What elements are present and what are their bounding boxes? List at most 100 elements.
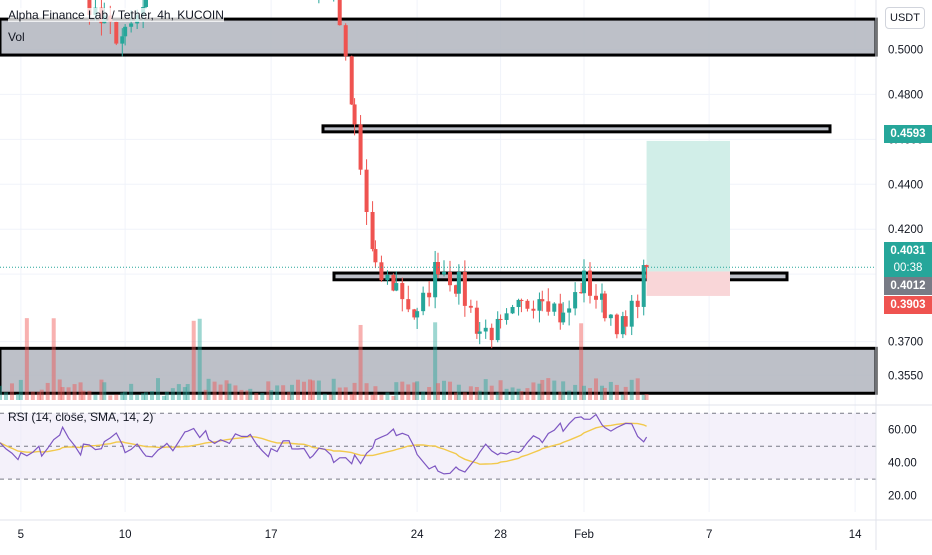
- candle-body-120: [623, 316, 628, 327]
- volume-bar-27: [141, 393, 146, 400]
- volume-bar-61: [316, 380, 321, 400]
- candle-body-96: [498, 318, 503, 320]
- volume-bar-112: [582, 385, 586, 400]
- candle-body-83: [433, 262, 438, 298]
- time-tick-label-0: 5: [18, 529, 24, 541]
- volume-bar-73: [379, 394, 384, 400]
- target-price-badge: 0.4593: [884, 125, 932, 143]
- candle-body-103: [537, 299, 542, 311]
- volume-bar-55: [287, 391, 292, 400]
- candle-body-91: [474, 307, 479, 334]
- candle-body-89: [462, 272, 467, 306]
- entry-price-badge: 0.4012: [884, 277, 932, 295]
- volume-bar-96: [498, 380, 503, 400]
- volume-bar-104: [540, 379, 545, 400]
- volume-bar-80: [415, 381, 420, 400]
- volume-bar-6: [30, 391, 35, 400]
- candle-body-104: [540, 299, 545, 302]
- volume-bar-66: [343, 387, 348, 400]
- volume-bar-16: [81, 390, 86, 400]
- volume-bar-105: [546, 378, 551, 400]
- volume-bar-37: [191, 320, 196, 400]
- volume-bar-95: [495, 392, 500, 400]
- volume-bar-22: [114, 394, 119, 400]
- candle-body-97: [504, 313, 509, 320]
- candle-body-112: [582, 270, 586, 294]
- volume-bar-62: [322, 393, 327, 400]
- price-tick-label-6: 0.3700: [888, 337, 923, 349]
- volume-bar-78: [406, 384, 411, 400]
- volume-bar-49: [254, 392, 259, 400]
- volume-bar-81: [421, 391, 426, 400]
- candle-body-95: [495, 318, 500, 341]
- candle-body-69: [358, 124, 363, 170]
- candle-body-109: [567, 308, 572, 313]
- volume-bar-54: [281, 385, 286, 400]
- volume-bar-120: [623, 386, 628, 400]
- time-tick-label-4: 28: [494, 529, 507, 541]
- volume-bar-36: [185, 384, 190, 400]
- volume-bar-118: [614, 384, 619, 400]
- volume-bar-32: [164, 391, 169, 400]
- candle-body-118: [614, 314, 619, 335]
- volume-bar-39: [203, 389, 208, 400]
- volume-bar-11: [57, 379, 62, 400]
- price-tick-label-4: 0.4200: [888, 224, 923, 236]
- volume-bar-99: [516, 388, 521, 400]
- candle-body-108: [561, 312, 566, 323]
- volume-bar-69: [358, 324, 363, 400]
- time-tick-label-5: Feb: [574, 529, 594, 541]
- volume-bar-3: [16, 394, 20, 400]
- zones: [0, 17, 878, 395]
- candles: [87, 0, 649, 349]
- candle-body-121: [629, 300, 634, 327]
- currency-button[interactable]: USDT: [885, 7, 925, 29]
- candle-body-117: [608, 314, 613, 319]
- volume-bar-110: [573, 384, 578, 400]
- volume-bar-41: [212, 381, 217, 400]
- volume-bar-44: [227, 383, 232, 400]
- price-tick-label-7: 0.3550: [888, 370, 923, 382]
- volume-bar-13: [66, 387, 71, 400]
- candle-body-70: [364, 169, 369, 212]
- volume-bar-30: [156, 378, 160, 400]
- candle-body-101: [525, 300, 530, 309]
- volume-bars: [0, 318, 649, 400]
- candle-body-82: [427, 292, 432, 298]
- candle-body-88: [456, 272, 461, 294]
- candle-body-124: [644, 265, 649, 268]
- volume-bar-15: [78, 382, 83, 400]
- candle-body-87: [454, 285, 458, 294]
- volume-bar-79: [412, 382, 417, 400]
- candle-body-111: [579, 292, 584, 294]
- time-tick-label-7: 14: [849, 529, 862, 541]
- countdown-badge: 00:38: [884, 259, 932, 277]
- volume-bar-121: [629, 379, 634, 400]
- volume-bar-101: [525, 388, 530, 400]
- volume-bar-65: [337, 387, 342, 400]
- long-position[interactable]: [646, 140, 730, 296]
- volume-bar-42: [218, 384, 223, 400]
- rsi-tick-label-1: 40.00: [888, 458, 917, 470]
- symbol-title: Alpha Finance Lab / Tether, 4h, KUCOIN: [8, 8, 224, 22]
- rsi-tick-label-2: 20.00: [888, 491, 917, 503]
- volume-bar-56: [290, 384, 294, 400]
- candle-body-106: [552, 303, 557, 312]
- volume-bar-68: [352, 382, 357, 400]
- volume-bar-35: [182, 387, 187, 400]
- candle-body-74: [385, 275, 390, 281]
- volume-bar-64: [331, 378, 336, 400]
- candle-body-66: [343, 25, 348, 57]
- volume-bar-72: [373, 386, 378, 400]
- volume-bar-77: [400, 381, 405, 400]
- volume-bar-75: [391, 395, 396, 400]
- volume-bar-123: [641, 395, 646, 400]
- candle-body-65: [337, 0, 342, 26]
- volume-bar-115: [600, 385, 604, 400]
- rsi-tick-label-0: 60.00: [888, 425, 917, 437]
- volume-bar-23: [120, 392, 125, 400]
- volume-bar-53: [275, 385, 280, 400]
- volume-bar-51: [266, 381, 271, 400]
